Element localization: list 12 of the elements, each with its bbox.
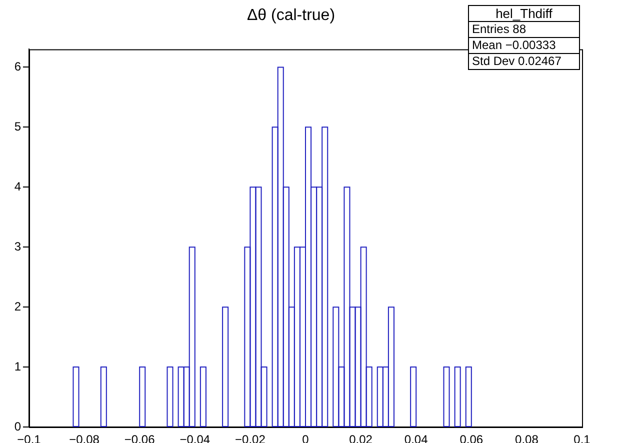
- y-tick-label: 6: [14, 60, 22, 74]
- y-tick-label: 3: [14, 239, 22, 254]
- y-tick-label: 1: [14, 359, 22, 374]
- chart-title: Δθ (cal-true): [246, 7, 336, 24]
- annotation: Mean −0.00333: [469, 37, 579, 53]
- y-tick-label: 2: [14, 299, 22, 314]
- y-tick-label: 5: [14, 119, 22, 134]
- y-tick-label: 4: [14, 179, 22, 194]
- y-tick-label: 0: [14, 419, 22, 434]
- annotation: Std Dev 0.02467: [469, 53, 579, 69]
- text: hel_Thdiff: [494, 6, 554, 21]
- text: Entries 88: [469, 21, 579, 37]
